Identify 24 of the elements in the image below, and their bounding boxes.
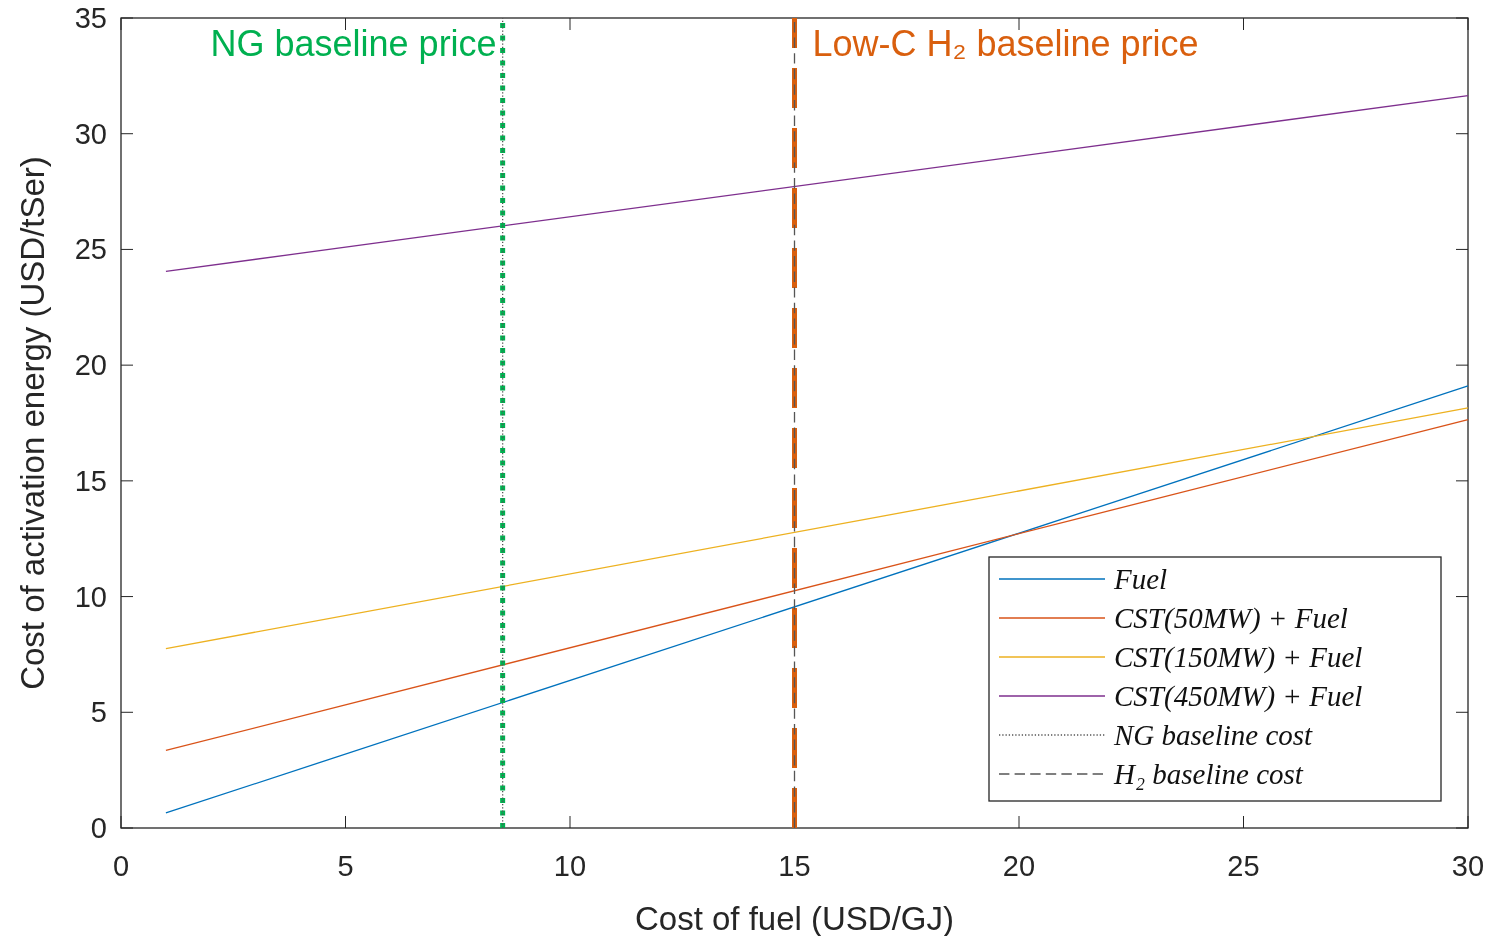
legend-label: Fuel [1113, 563, 1168, 595]
annotation: Low-C H₂ baseline price [812, 23, 1199, 64]
y-tick-label: 5 [90, 696, 107, 729]
y-axis-title: Cost of activation energy (USD/tSer) [14, 156, 51, 690]
x-tick-label: 5 [337, 850, 354, 882]
y-tick-label: 20 [74, 349, 107, 382]
y-tick-label: 30 [74, 117, 107, 150]
legend-label: CST(150MW) + Fuel [1114, 641, 1363, 674]
x-tick-label: 0 [112, 850, 130, 882]
y-tick-label: 15 [74, 464, 107, 497]
y-tick-label: 10 [74, 580, 107, 613]
x-tick-label: 25 [1227, 850, 1260, 882]
x-tick-label: 30 [1451, 850, 1485, 882]
x-tick-label: 15 [778, 850, 811, 882]
legend-label: NG baseline cost [1113, 719, 1314, 751]
y-tick-label: 0 [90, 812, 107, 844]
legend-label: CST(450MW) + Fuel [1114, 680, 1363, 713]
y-tick-label: 35 [74, 2, 107, 34]
annotation: NG baseline price [210, 23, 497, 64]
legend-label: CST(50MW) + Fuel [1114, 602, 1348, 635]
x-tick-label: 20 [1002, 850, 1036, 882]
y-tick-label: 25 [74, 233, 107, 266]
x-tick-label: 10 [553, 850, 587, 882]
legend-label: H₂ baseline cost [1113, 758, 1304, 790]
